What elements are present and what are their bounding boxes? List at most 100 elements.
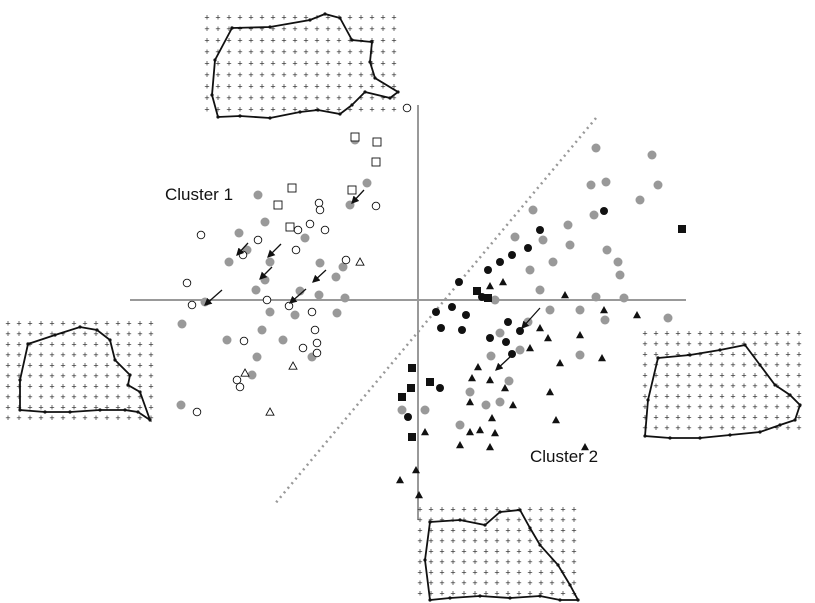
grid-cross: +	[237, 93, 242, 103]
grid-cross: +	[439, 567, 444, 577]
grid-cross: +	[730, 328, 735, 338]
grid-cross: +	[642, 381, 647, 391]
grid-cross: +	[719, 381, 724, 391]
grid-cross: +	[461, 567, 466, 577]
grid-cross: +	[675, 402, 680, 412]
gray-point	[398, 406, 407, 415]
landmark	[350, 38, 353, 41]
open-circle	[197, 231, 205, 239]
gray-point	[602, 178, 611, 187]
gray-point	[526, 266, 535, 275]
landmark	[508, 596, 511, 599]
grid-cross: +	[380, 35, 385, 45]
grid-cross: +	[49, 360, 54, 370]
grid-cross: +	[104, 360, 109, 370]
grid-cross: +	[93, 318, 98, 328]
grid-cross: +	[730, 391, 735, 401]
grid-cross: +	[137, 350, 142, 360]
grid-cross: +	[730, 381, 735, 391]
grid-cross: +	[259, 81, 264, 91]
grid-cross: +	[347, 12, 352, 22]
grid-cross: +	[148, 339, 153, 349]
grid-cross: +	[516, 525, 521, 535]
grid-cross: +	[450, 557, 455, 567]
grid-cross: +	[204, 104, 209, 114]
grid-cross: +	[428, 557, 433, 567]
grid-cross: +	[204, 12, 209, 22]
grid-cross: +	[82, 371, 87, 381]
grid-cross: +	[60, 371, 65, 381]
gray-point	[332, 273, 341, 282]
grid-cross: +	[259, 35, 264, 45]
grid-cross: +	[708, 391, 713, 401]
grid-cross: +	[248, 70, 253, 80]
grid-cross: +	[358, 24, 363, 34]
gray-point	[576, 306, 585, 315]
grid-cross: +	[336, 47, 341, 57]
grid-cross: +	[314, 70, 319, 80]
grid-cross: +	[675, 370, 680, 380]
black-triangle	[421, 428, 429, 435]
grid-cross: +	[527, 557, 532, 567]
grid-cross: +	[237, 58, 242, 68]
grid-cross: +	[303, 93, 308, 103]
grid-cross: +	[516, 557, 521, 567]
gray-point	[616, 271, 625, 280]
grid-cross: +	[259, 58, 264, 68]
grid-cross: +	[281, 58, 286, 68]
grid-cross: +	[292, 93, 297, 103]
grid-cross: +	[391, 24, 396, 34]
black-triangle	[561, 291, 569, 298]
grid-cross: +	[93, 371, 98, 381]
grid-cross: +	[27, 360, 32, 370]
grid-cross: +	[226, 81, 231, 91]
open-circle	[315, 199, 323, 207]
black-triangle	[456, 441, 464, 448]
landmark	[788, 393, 791, 396]
grid-cross: +	[730, 349, 735, 359]
grid-cross: +	[303, 81, 308, 91]
grid-cross: +	[785, 339, 790, 349]
grid-cross: +	[796, 391, 801, 401]
grid-cross: +	[774, 328, 779, 338]
grid-cross: +	[549, 588, 554, 598]
grid-cross: +	[675, 328, 680, 338]
grid-cross: +	[204, 24, 209, 34]
grid-cross: +	[719, 412, 724, 422]
black-circle	[486, 334, 494, 342]
grid-cross: +	[5, 360, 10, 370]
gray-point	[279, 336, 288, 345]
grid-cross: +	[697, 339, 702, 349]
grid-cross: +	[259, 70, 264, 80]
black-circle	[448, 303, 456, 311]
grid-cross: +	[505, 557, 510, 567]
grid-cross: +	[653, 328, 658, 338]
black-triangle	[466, 398, 474, 405]
grid-cross: +	[494, 546, 499, 556]
black-square	[484, 294, 492, 302]
landmark	[576, 598, 579, 601]
grid-cross: +	[137, 360, 142, 370]
grid-cross: +	[303, 24, 308, 34]
grid-cross: +	[292, 70, 297, 80]
gray-point	[592, 144, 601, 153]
grid-cross: +	[71, 360, 76, 370]
grid-cross: +	[38, 329, 43, 339]
grid-cross: +	[505, 578, 510, 588]
landmark	[323, 12, 326, 15]
gray-point	[529, 206, 538, 215]
landmark	[793, 418, 796, 421]
grid-cross: +	[126, 350, 131, 360]
gray-point	[592, 293, 601, 302]
grid-cross: +	[380, 93, 385, 103]
landmark	[428, 520, 431, 523]
grid-cross: +	[483, 557, 488, 567]
figure: ++++++++++++++++++++++++++++++++++++++++…	[0, 0, 815, 603]
grid-cross: +	[774, 349, 779, 359]
grid-cross: +	[719, 328, 724, 338]
grid-cross: +	[675, 423, 680, 433]
landmark	[268, 116, 271, 119]
grid-cross: +	[237, 47, 242, 57]
grid-cross: +	[752, 339, 757, 349]
landmark	[363, 90, 366, 93]
